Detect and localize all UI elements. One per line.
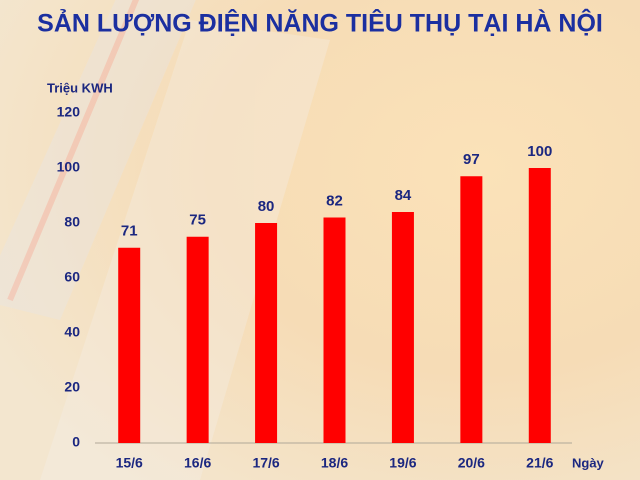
value-label: 97 — [463, 151, 480, 168]
bar — [118, 247, 141, 443]
x-tick-label: 15/6 — [116, 455, 143, 471]
value-label: 71 — [121, 223, 138, 240]
y-tick-label: 100 — [57, 159, 81, 175]
value-label: 75 — [189, 212, 206, 229]
x-tick-label: 17/6 — [252, 455, 279, 471]
bar — [186, 236, 209, 443]
x-axis-title: Ngày — [572, 455, 605, 470]
value-label: 82 — [326, 192, 343, 209]
chart-title: SẢN LƯỢNG ĐIỆN NĂNG TIÊU THỤ TẠI HÀ NỘI — [37, 8, 603, 38]
x-tick-label: 19/6 — [389, 455, 416, 471]
x-tick-label: 21/6 — [526, 455, 553, 471]
x-tick-label: 16/6 — [184, 455, 211, 471]
y-tick-label: 20 — [64, 379, 80, 395]
x-tick-label: 20/6 — [458, 455, 485, 471]
y-tick-label: 120 — [57, 104, 81, 120]
value-label: 100 — [527, 143, 552, 160]
x-tick-label: 18/6 — [321, 455, 348, 471]
value-label: 84 — [395, 187, 412, 204]
bar — [460, 176, 483, 443]
bar — [528, 168, 551, 443]
bar — [323, 217, 346, 443]
thermometer-decoration — [7, 0, 140, 302]
bar — [255, 223, 278, 443]
y-tick-label: 80 — [64, 214, 80, 230]
y-tick-label: 40 — [64, 324, 80, 340]
bar — [391, 212, 414, 443]
y-tick-label: 0 — [72, 434, 80, 450]
y-axis-title: Triệu KWH — [47, 80, 113, 95]
value-label: 80 — [258, 198, 275, 215]
y-tick-label: 60 — [64, 269, 80, 285]
